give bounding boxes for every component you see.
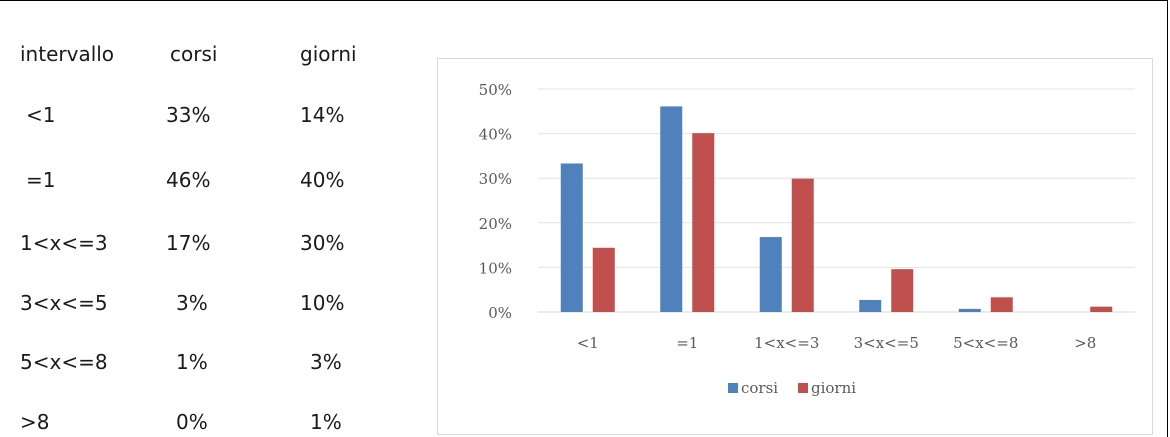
bar-giorni bbox=[592, 247, 615, 312]
y-tick-label: 50% bbox=[479, 81, 512, 99]
cell-giorni: 40% bbox=[300, 168, 345, 192]
cell-corsi: 3% bbox=[176, 291, 208, 315]
bar-corsi bbox=[958, 308, 981, 312]
bar-corsi bbox=[859, 299, 882, 312]
cell-giorni: 3% bbox=[310, 350, 342, 374]
cell-intervallo: <1 bbox=[26, 103, 56, 127]
x-tick-label: 5<x<=8 bbox=[953, 334, 1018, 352]
bar-corsi bbox=[759, 237, 782, 312]
cell-intervallo: 3<x<=5 bbox=[20, 291, 108, 315]
cell-corsi: 46% bbox=[166, 168, 211, 192]
cell-intervallo: =1 bbox=[26, 168, 56, 192]
y-tick-label: 10% bbox=[479, 259, 512, 277]
header-corsi: corsi bbox=[170, 42, 218, 66]
cell-corsi: 17% bbox=[166, 231, 211, 255]
cell-giorni: 1% bbox=[310, 410, 342, 434]
bar-giorni bbox=[1090, 306, 1113, 312]
cell-intervallo: 1<x<=3 bbox=[20, 231, 108, 255]
header-intervallo: intervallo bbox=[20, 42, 115, 66]
cell-giorni: 14% bbox=[300, 103, 345, 127]
y-tick-label: 30% bbox=[479, 170, 512, 188]
x-tick-label: 3<x<=5 bbox=[854, 334, 919, 352]
bar-chart: 0% 10% 20% 30% 40% 50% <1 =1 1<x<=3 3<x<=5 5<x<=8 >… bbox=[479, 81, 1135, 397]
legend-label-corsi: corsi bbox=[741, 379, 778, 397]
bar-giorni bbox=[990, 297, 1013, 312]
legend-swatch-giorni bbox=[798, 383, 808, 393]
cell-intervallo: 5<x<=8 bbox=[20, 350, 108, 374]
y-tick-label: 20% bbox=[479, 215, 512, 233]
cell-corsi: 0% bbox=[176, 410, 208, 434]
bar-giorni bbox=[692, 133, 715, 312]
cell-corsi: 1% bbox=[176, 350, 208, 374]
legend-label-giorni: giorni bbox=[811, 379, 856, 397]
cell-corsi: 33% bbox=[166, 103, 211, 127]
y-tick-label: 40% bbox=[479, 126, 512, 144]
bar-corsi bbox=[660, 106, 683, 312]
header-giorni: giorni bbox=[300, 42, 357, 66]
chart-area: 0% 10% 20% 30% 40% 50% <1 =1 1<x<=3 3<x<=5 5<x<=8 >… bbox=[437, 58, 1153, 435]
bar-giorni bbox=[791, 178, 814, 312]
bar-corsi bbox=[560, 163, 583, 312]
y-tick-label: 0% bbox=[488, 304, 512, 322]
cell-giorni: 30% bbox=[300, 231, 345, 255]
legend-swatch-corsi bbox=[728, 383, 738, 393]
cell-intervallo: >8 bbox=[20, 410, 50, 434]
x-tick-label: 1<x<=3 bbox=[754, 334, 819, 352]
cell-giorni: 10% bbox=[300, 291, 345, 315]
x-tick-label: =1 bbox=[676, 334, 698, 352]
x-tick-label: <1 bbox=[577, 334, 599, 352]
x-tick-label: >8 bbox=[1074, 334, 1096, 352]
bar-giorni bbox=[891, 269, 914, 312]
